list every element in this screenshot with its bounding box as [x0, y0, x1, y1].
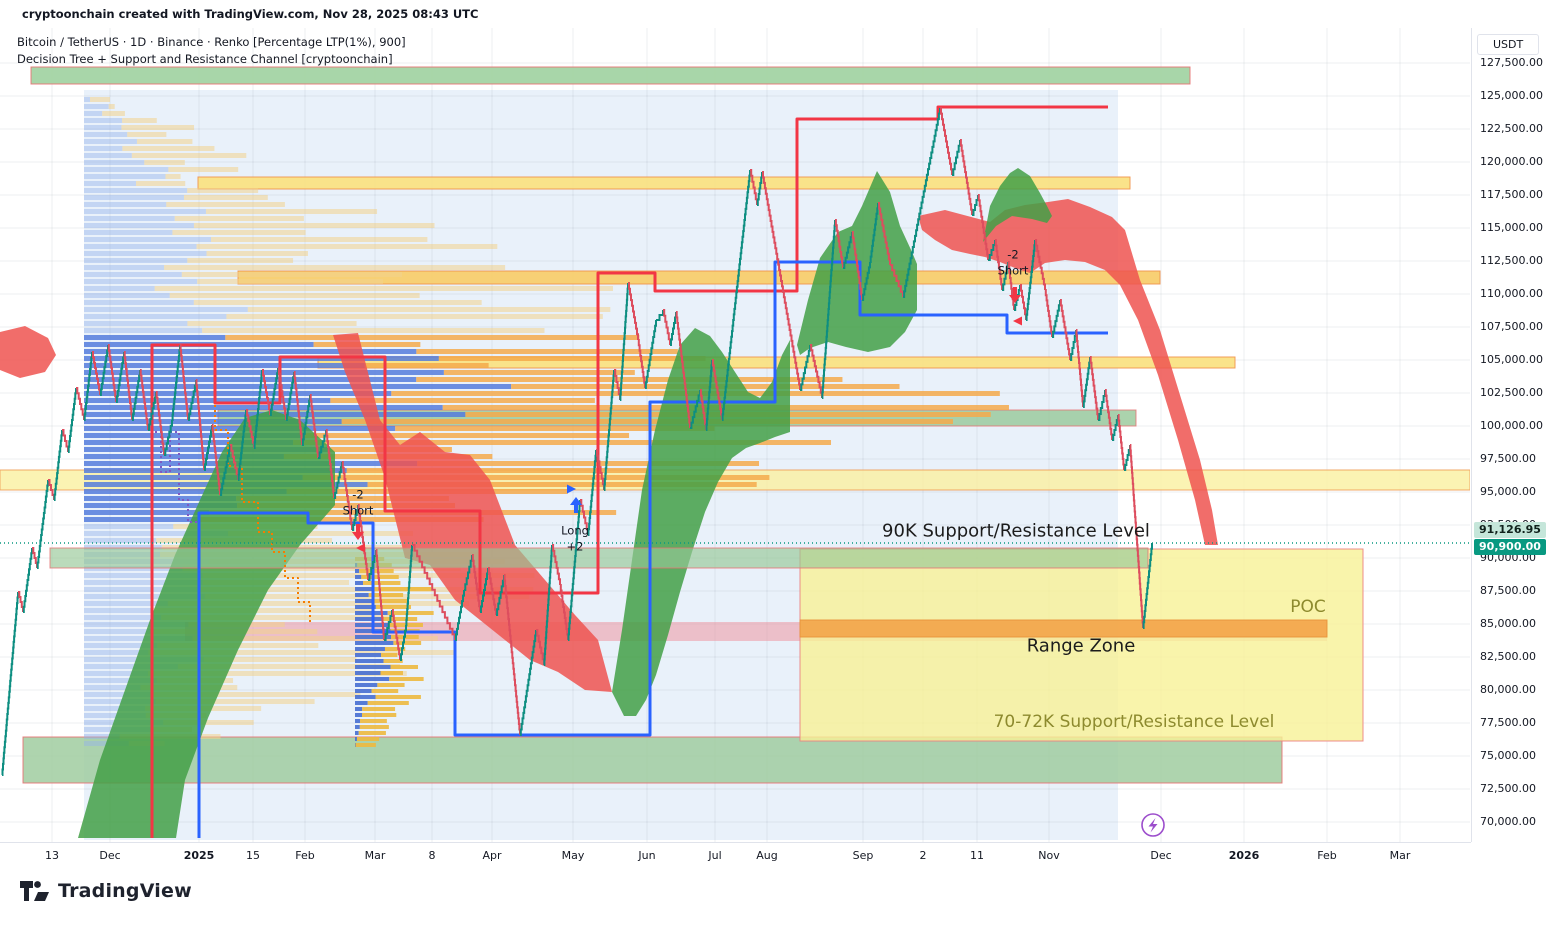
price-tick-label: 102,500.00	[1480, 386, 1543, 399]
trade-label-line: -2	[1007, 247, 1019, 262]
time-tick-label: Dec	[99, 849, 121, 862]
time-scale[interactable]: 13 Dec 2025 15 Feb Mar 8 Apr May Jun Jul Aug Sep 2 11 N…	[0, 842, 1471, 870]
price-tick-label: 97,500.00	[1480, 452, 1536, 465]
cloud-green-4	[983, 168, 1052, 242]
price-tick-label: 87,500.00	[1480, 584, 1536, 597]
price-tick-label: 120,000.00	[1480, 155, 1543, 168]
time-tick-label: Feb	[295, 849, 315, 862]
price-tick-label: 105,000.00	[1480, 353, 1543, 366]
zone-resistance-111k	[237, 270, 1161, 285]
price-tick-label: 112,500.00	[1480, 254, 1543, 267]
price-tick-label: 110,000.00	[1480, 287, 1543, 300]
trade-label-line: Short	[342, 503, 374, 517]
trade-label-short-2: -2 Short	[998, 247, 1029, 278]
price-tick-label: 77,500.00	[1480, 716, 1536, 729]
annotation-7072k-level: 70-72K Support/Resistance Level	[993, 712, 1275, 732]
time-tick-label: May	[561, 849, 585, 862]
price-tick-label: 95,000.00	[1480, 485, 1536, 498]
price-tick-label: 72,500.00	[1480, 782, 1536, 795]
trade-label-line: Short	[997, 263, 1029, 277]
trade-markers	[352, 287, 1022, 553]
time-tick-label: 15	[246, 849, 260, 862]
trade-label-long-1: Long +2	[561, 523, 589, 554]
price-tick-label: 122,500.00	[1480, 122, 1543, 135]
price-tick-label: 100,000.00	[1480, 419, 1543, 432]
trade-label-short-1: -2 Short	[343, 487, 374, 518]
price-tick-label: 70,000.00	[1480, 815, 1536, 828]
price-tick-label: 80,000.00	[1480, 683, 1536, 696]
plot-area[interactable]	[0, 28, 1470, 842]
time-tick-label: Apr	[482, 849, 502, 862]
cloud-green-2	[612, 328, 790, 716]
time-tick-label: Sep	[852, 849, 874, 862]
price-tick-label: 107,500.00	[1480, 320, 1543, 333]
annotation-range-zone: Range Zone	[1026, 635, 1136, 657]
renko-price-path	[1, 107, 1153, 776]
zone-range-zone-rect	[799, 548, 1364, 742]
zone-support-7072k	[22, 736, 1283, 784]
time-tick-label: Mar	[364, 849, 386, 862]
time-tick-label: 8	[428, 849, 436, 862]
annotation-90k-level: 90K Support/Resistance Level	[882, 520, 1150, 542]
time-tick-label: Feb	[1317, 849, 1337, 862]
tradingview-logo-icon	[20, 881, 49, 901]
symbol-legend[interactable]: Bitcoin / TetherUS · 1D · Binance · Renk…	[17, 35, 406, 49]
price-badge-secondary: 91,126.95	[1474, 522, 1546, 538]
cloud-green-1	[78, 410, 335, 838]
trade-label-line: +2	[566, 539, 584, 553]
tradingview-logo[interactable]: TradingView	[20, 878, 192, 904]
time-tick-label: 2	[919, 849, 927, 862]
price-tick-label: 115,000.00	[1480, 221, 1543, 234]
time-tick-label: 2026	[1228, 849, 1260, 862]
price-tick-label: 85,000.00	[1480, 617, 1536, 630]
zone-resistance-118k	[197, 176, 1131, 190]
zone-resistance-126k	[30, 66, 1191, 85]
indicator-legend[interactable]: Decision Tree + Support and Resistance C…	[17, 52, 393, 66]
price-scale[interactable]: USDT 127,500.00 125,000.00 122,500.00 120,0…	[1471, 28, 1557, 842]
last-price-badge: 90,900.00	[1474, 539, 1546, 555]
annotation-poc: POC	[1290, 597, 1326, 617]
time-tick-label: Jul	[708, 849, 722, 862]
time-tick-label: Jun	[638, 849, 656, 862]
time-tick-label: 13	[45, 849, 59, 862]
time-tick-label: Nov	[1038, 849, 1060, 862]
cloud-red-2	[918, 199, 1218, 545]
currency-toggle[interactable]: USDT	[1477, 34, 1540, 55]
time-tick-label: Dec	[1150, 849, 1172, 862]
watermark-attribution: cryptoonchain created with TradingView.c…	[22, 7, 479, 21]
time-tick-label: 11	[970, 849, 984, 862]
trade-label-line: Long	[561, 523, 589, 538]
zone-poc-band	[799, 619, 1328, 638]
time-tick-label: Mar	[1389, 849, 1411, 862]
price-tick-label: 75,000.00	[1480, 749, 1536, 762]
trade-label-line: -2	[352, 487, 364, 502]
cloud-red-0	[0, 326, 56, 378]
tradingview-logo-text: TradingView	[58, 880, 192, 902]
price-tick-label: 127,500.00	[1480, 56, 1543, 69]
lightning-icon	[1141, 813, 1165, 837]
time-tick-label: 2025	[183, 849, 215, 862]
price-tick-label: 125,000.00	[1480, 89, 1543, 102]
price-tick-label: 117,500.00	[1480, 188, 1543, 201]
price-tick-label: 82,500.00	[1480, 650, 1536, 663]
time-tick-label: Aug	[756, 849, 778, 862]
